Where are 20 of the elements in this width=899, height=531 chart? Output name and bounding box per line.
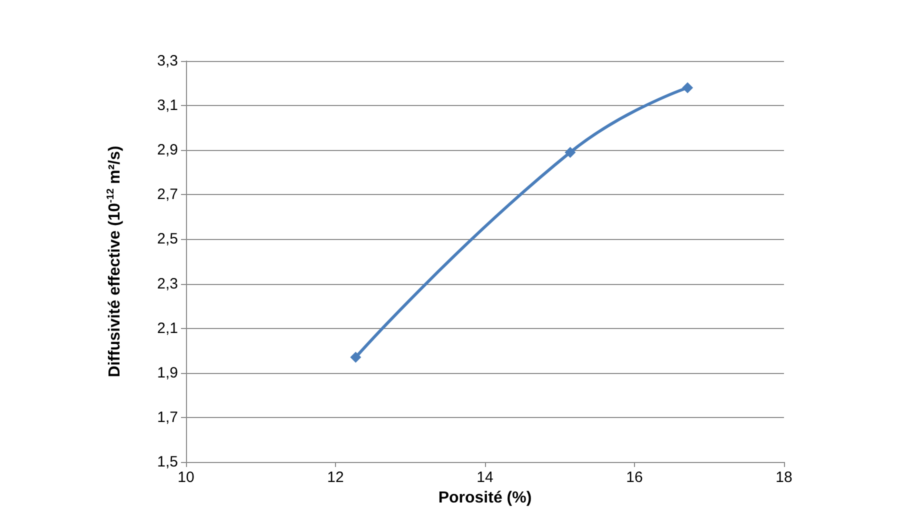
y-tick-label: 1,7 [157, 408, 178, 426]
y-tick-label: 3,1 [157, 97, 178, 114]
y-tick-label: 2,9 [157, 142, 178, 159]
y-tick-label: 2,3 [157, 275, 178, 292]
x-axis-title: Porosité (%) [438, 489, 532, 506]
x-tick-label: 14 [476, 469, 494, 486]
y-tick-label: 1,9 [157, 364, 178, 382]
x-tick-label: 10 [178, 469, 194, 486]
y-tick-label: 2,5 [157, 230, 178, 248]
point [564, 146, 576, 158]
point [682, 82, 694, 94]
y-tick-label: 2,7 [157, 186, 178, 204]
y-tick-label: 3,3 [157, 52, 178, 70]
y-axis-title: Diffusivité effective (10-12 m²/s) [106, 146, 124, 378]
y-tick-label: 1,5 [157, 454, 178, 470]
x-tick-label: 18 [776, 469, 792, 486]
x-tick-label: 16 [626, 469, 643, 486]
point [350, 352, 362, 363]
x-tick-label: 12 [327, 469, 344, 486]
y-tick-label: 2,1 [157, 320, 178, 337]
